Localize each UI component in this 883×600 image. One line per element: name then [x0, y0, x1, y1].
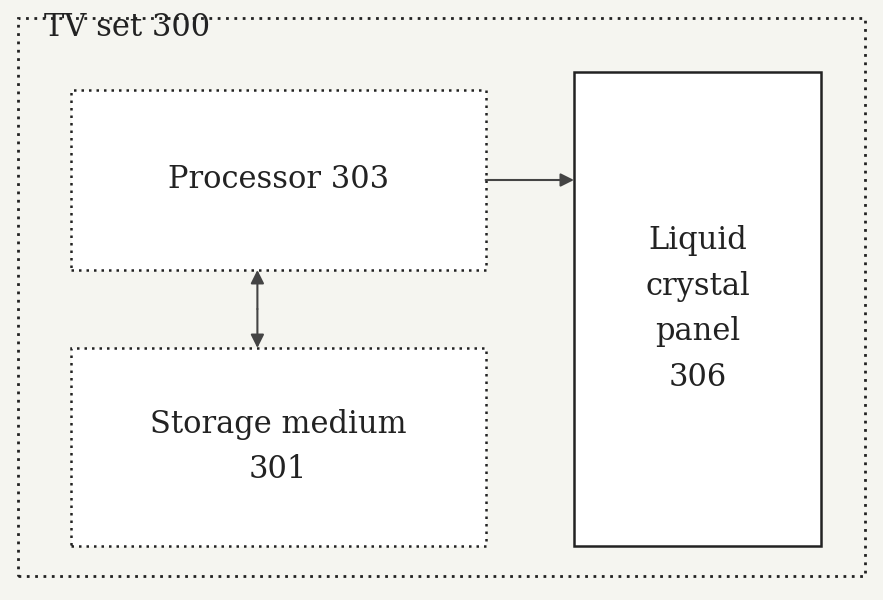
Text: Liquid
crystal
panel
306: Liquid crystal panel 306 [645, 226, 750, 392]
Bar [71, 348, 486, 546]
Text: TV set 300: TV set 300 [44, 11, 210, 43]
Bar [574, 72, 821, 546]
Text: Storage medium
301: Storage medium 301 [150, 409, 406, 485]
Text: Processor 303: Processor 303 [168, 164, 389, 196]
Bar [71, 90, 486, 270]
